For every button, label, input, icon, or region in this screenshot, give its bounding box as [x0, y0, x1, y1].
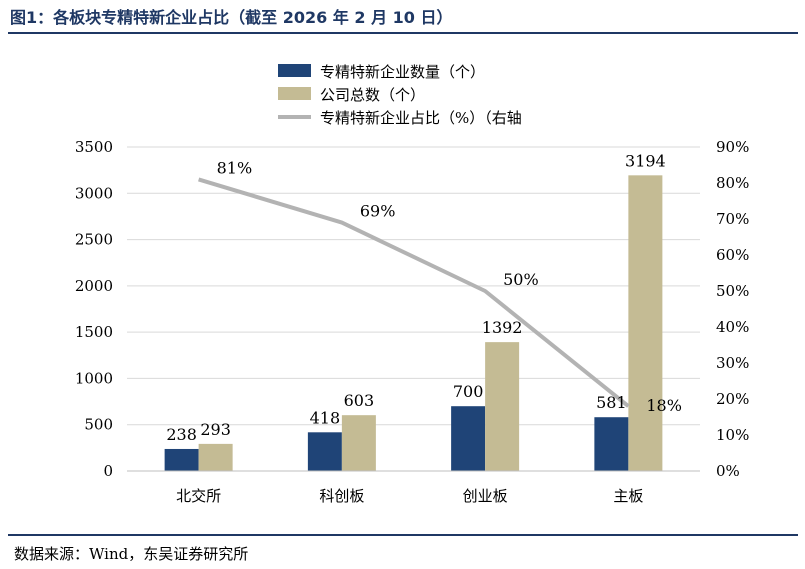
y2-tick-label: 80%	[716, 174, 749, 192]
chart: 专精特新企业数量（个） 公司总数（个） 专精特新企业占比（%）（右轴 0 500 100…	[75, 63, 750, 505]
bar	[341, 415, 376, 471]
ratio-line	[198, 177, 630, 408]
y-tick-label: 2500	[75, 231, 113, 249]
bar	[307, 432, 342, 471]
line-value-label: 69%	[360, 202, 396, 221]
y-tick-label: 1500	[75, 323, 113, 341]
y2-tick-label: 30%	[716, 354, 749, 372]
bar	[198, 443, 233, 471]
y2-tick-label: 70%	[716, 210, 749, 228]
bar-value-label: 3194	[625, 151, 666, 170]
top-rule	[8, 32, 798, 34]
legend-label: 专精特新企业占比（%）（右轴	[320, 109, 522, 127]
legend-label: 公司总数（个）	[320, 86, 425, 104]
bar-value-label: 418	[310, 408, 341, 427]
bar-value-label: 581	[596, 393, 627, 412]
bar-value-label: 238	[166, 425, 197, 444]
bar	[485, 342, 520, 471]
line-value-label: 81%	[217, 158, 253, 177]
legend-swatch	[278, 87, 311, 100]
y-tick-label: 1000	[75, 369, 113, 387]
y2-tick-label: 90%	[716, 138, 749, 156]
line-value-label: 18%	[646, 396, 682, 415]
line-value-label: 50%	[503, 270, 539, 289]
y2-tick-label: 20%	[716, 390, 749, 408]
x-tick-label: 创业板	[463, 487, 508, 505]
bar	[628, 175, 663, 472]
figure-title: 图1：各板块专精特新企业占比（截至 2026 年 2 月 10 日）	[10, 8, 453, 27]
y-tick-label: 0	[103, 462, 113, 480]
x-tick-label: 北交所	[176, 487, 221, 505]
axes: 0 500 1000 1500 2000 2500 3000 3500 0% 10% 20% 30% 4…	[75, 138, 750, 505]
legend-label: 专精特新企业数量（个）	[320, 63, 485, 81]
x-tick-label: 科创板	[319, 487, 364, 505]
bars	[164, 175, 663, 472]
bottom-rule	[8, 534, 798, 536]
data-labels: 238 418 700 581 293 603 1392 3194 81% 69% 50% 18%	[166, 151, 682, 444]
bar-value-label: 1392	[482, 318, 523, 337]
y2-tick-label: 50%	[716, 282, 749, 300]
y-tick-label: 3500	[75, 138, 113, 156]
bar-value-label: 700	[453, 382, 484, 401]
y2-tick-label: 60%	[716, 246, 749, 264]
bar	[164, 448, 199, 471]
grid	[127, 146, 700, 426]
y2-tick-label: 40%	[716, 318, 749, 336]
y-tick-label: 3000	[75, 184, 113, 202]
y2-tick-label: 10%	[716, 426, 749, 444]
source-note: 数据来源：Wind，东吴证券研究所	[14, 545, 249, 563]
bar	[594, 417, 629, 471]
legend: 专精特新企业数量（个） 公司总数（个） 专精特新企业占比（%）（右轴	[278, 63, 522, 127]
legend-swatch	[278, 64, 311, 77]
y2-tick-label: 0%	[716, 462, 740, 480]
bar-value-label: 603	[344, 391, 375, 410]
x-tick-label: 主板	[613, 487, 643, 505]
y-tick-label: 500	[84, 416, 113, 434]
y-tick-label: 2000	[75, 277, 113, 295]
ratio-series-line	[198, 177, 630, 408]
bar-value-label: 293	[200, 420, 231, 439]
bar	[451, 406, 486, 471]
